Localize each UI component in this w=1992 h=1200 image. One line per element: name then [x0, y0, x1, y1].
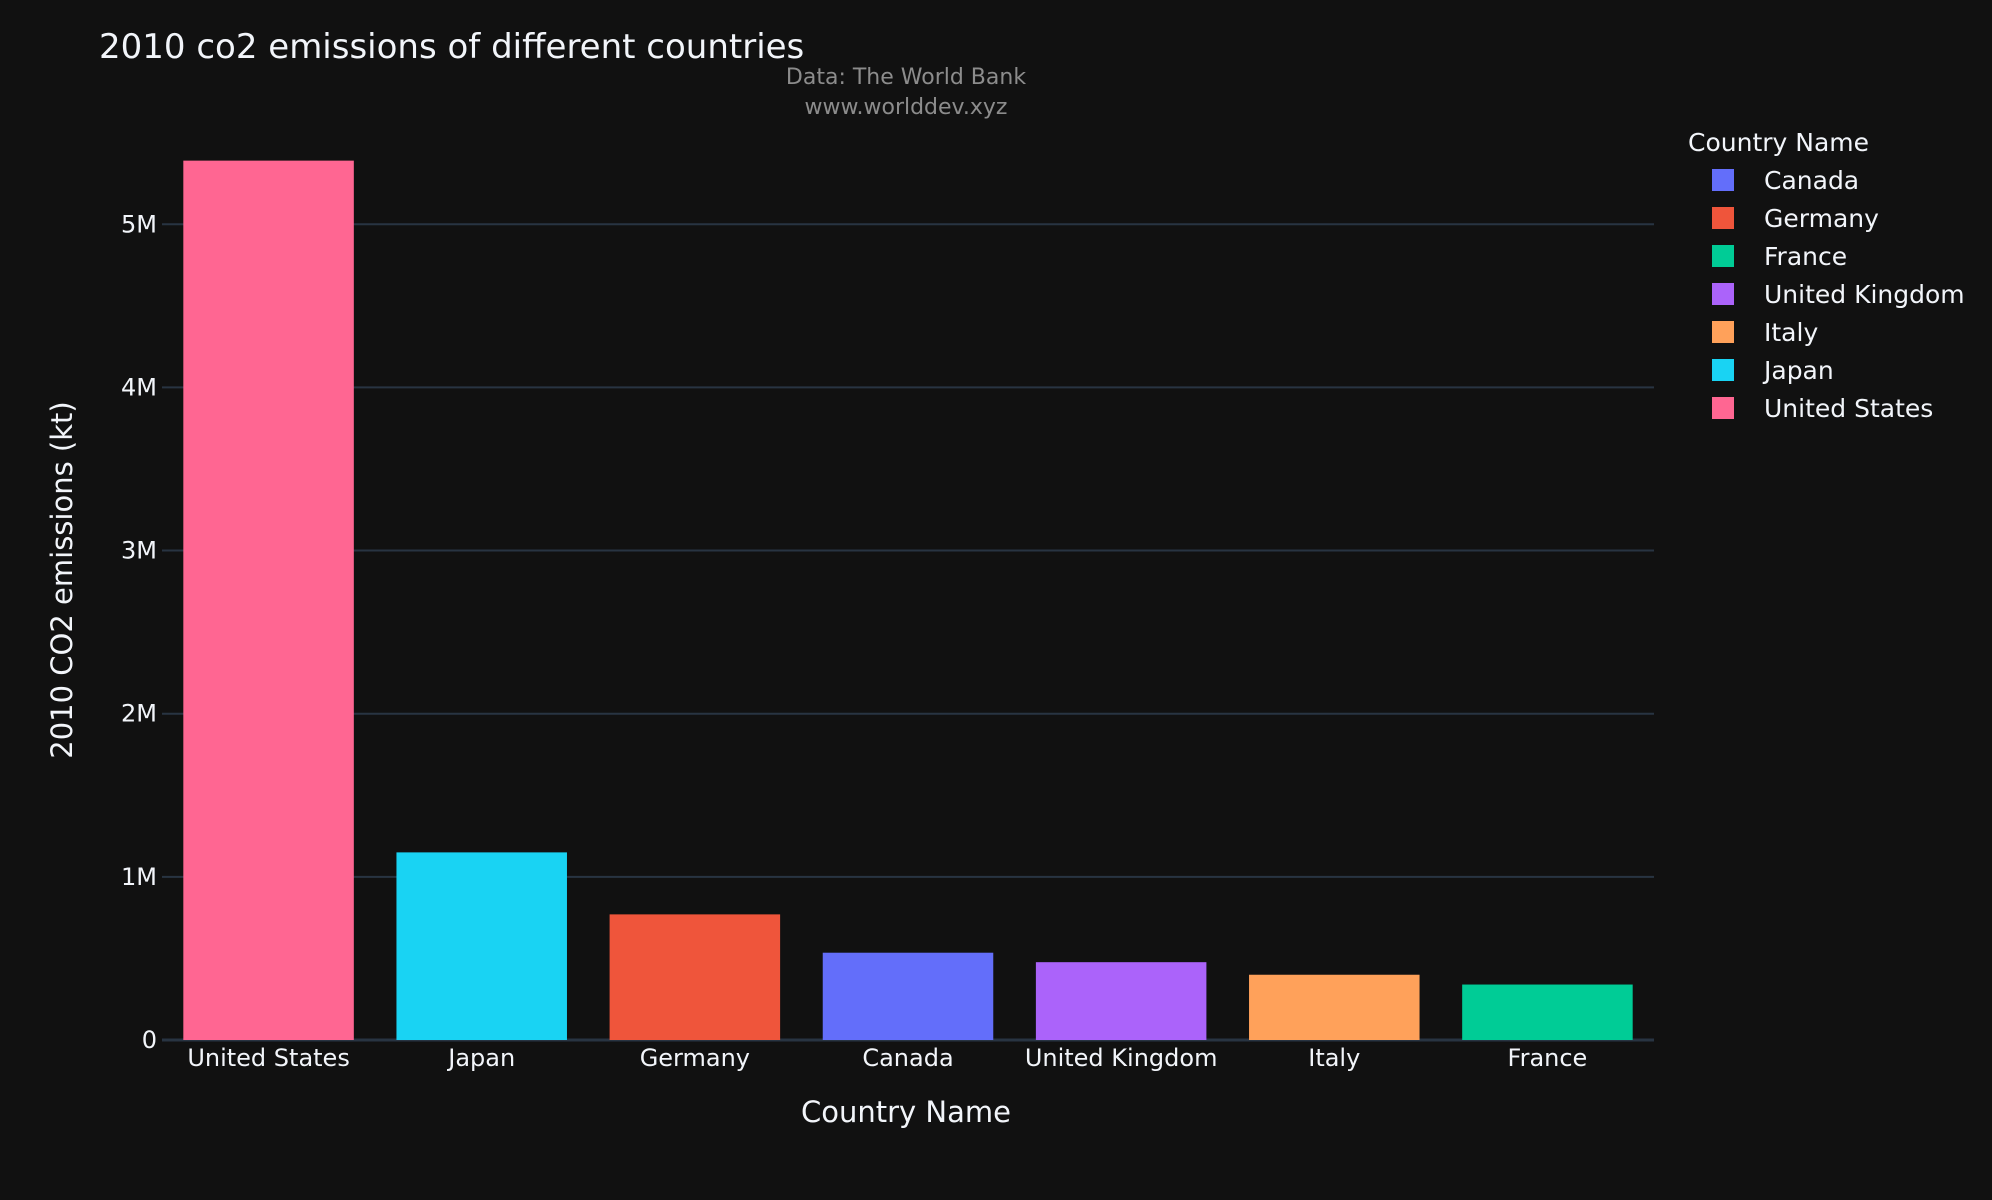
legend-label: United States [1764, 394, 1933, 423]
legend-label: Canada [1764, 166, 1859, 195]
chart-title: 2010 co2 emissions of different countrie… [99, 27, 804, 67]
legend-item[interactable]: Japan [1712, 356, 1834, 385]
legend-items: Canada Germany France United Kingdom Italy Ja… [1712, 166, 1965, 423]
legend-label: Italy [1764, 318, 1818, 347]
legend-swatch [1712, 245, 1734, 267]
legend-item[interactable]: Canada [1712, 166, 1859, 195]
y-tick-label: 5M [121, 210, 157, 238]
legend-title: Country Name [1688, 128, 1869, 157]
y-tick-label: 2M [121, 700, 157, 728]
y-ticks: 0 1M 2M 3M 4M 5M [121, 210, 157, 1054]
bar[interactable] [822, 952, 994, 1040]
chart-annotation-url: www.worlddev.xyz [805, 95, 1008, 120]
legend-swatch [1712, 169, 1734, 191]
y-tick-label: 4M [121, 373, 157, 401]
x-axis-title: Country Name [801, 1095, 1011, 1129]
x-tick-label: Italy [1308, 1044, 1360, 1072]
bar[interactable] [609, 914, 781, 1040]
legend-label: France [1764, 242, 1847, 271]
legend-label: United Kingdom [1764, 280, 1965, 309]
legend-swatch [1712, 397, 1734, 419]
x-tick-label: Germany [640, 1044, 750, 1072]
legend-label: Japan [1762, 356, 1834, 385]
legend-item[interactable]: Germany [1712, 204, 1879, 233]
x-ticks: United States Japan Germany Canada United Ki… [187, 1044, 1587, 1072]
legend: Country Name Canada Germany France United K… [1688, 128, 1965, 423]
chart-annotation-source: Data: The World Bank [786, 65, 1026, 90]
x-tick-label: France [1508, 1044, 1588, 1072]
bar[interactable] [1249, 974, 1420, 1040]
legend-item[interactable]: United States [1712, 394, 1933, 423]
x-tick-label: Canada [862, 1044, 953, 1072]
bar[interactable] [1462, 984, 1633, 1040]
y-tick-label: 1M [121, 863, 157, 891]
legend-swatch [1712, 207, 1734, 229]
x-tick-label: United States [187, 1044, 350, 1072]
legend-item[interactable]: Italy [1712, 318, 1818, 347]
legend-swatch [1712, 359, 1734, 381]
legend-item[interactable]: United Kingdom [1712, 280, 1965, 309]
bar[interactable] [396, 852, 567, 1040]
x-tick-label: Japan [446, 1044, 515, 1072]
y-tick-label: 0 [142, 1026, 157, 1054]
y-tick-label: 3M [121, 537, 157, 565]
grid-layer [162, 223, 1654, 1042]
bars-layer [183, 160, 1633, 1041]
bar[interactable] [1035, 962, 1207, 1040]
y-axis-title: 2010 CO2 emissions (kt) [45, 401, 79, 758]
x-tick-label: United Kingdom [1025, 1044, 1218, 1072]
legend-swatch [1712, 283, 1734, 305]
legend-item[interactable]: France [1712, 242, 1847, 271]
bar[interactable] [183, 160, 354, 1041]
legend-swatch [1712, 321, 1734, 343]
legend-label: Germany [1764, 204, 1879, 233]
